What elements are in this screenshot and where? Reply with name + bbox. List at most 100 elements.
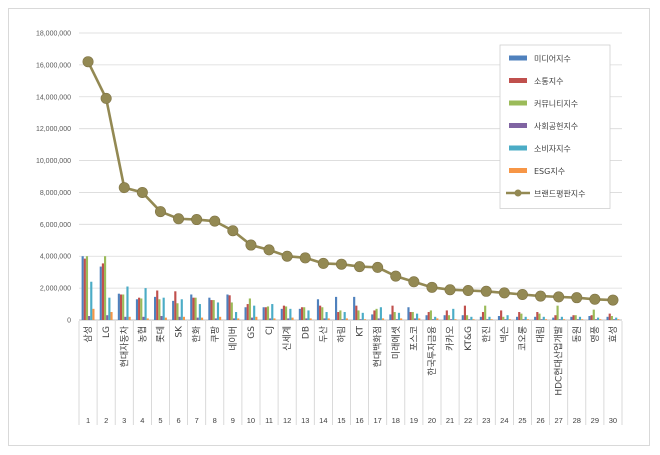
category-label: 동원 [572, 326, 583, 343]
line-marker [553, 291, 565, 303]
line-marker [390, 270, 402, 282]
category-label: 카카오 [445, 326, 456, 351]
bar [176, 303, 179, 320]
bar [463, 305, 466, 320]
line-marker [100, 92, 112, 104]
category-label: 농협 [136, 326, 148, 343]
category-index: 18 [392, 416, 400, 425]
bar [287, 318, 290, 320]
bar [488, 316, 491, 320]
category-index: 7 [195, 416, 199, 425]
bar [361, 312, 364, 320]
bar [180, 299, 183, 320]
bar [612, 319, 616, 320]
bar [552, 317, 555, 320]
bar [162, 297, 165, 320]
category-index: 16 [355, 416, 363, 425]
line-marker [82, 56, 94, 68]
category-label: CJ [265, 326, 275, 335]
bar [391, 305, 394, 320]
bar [289, 308, 292, 320]
bar [104, 256, 107, 320]
bar [198, 304, 201, 320]
category-index: 5 [158, 416, 162, 425]
bar [327, 318, 330, 320]
category-index: 9 [231, 416, 235, 425]
bar [85, 256, 89, 320]
bar [307, 310, 310, 320]
category-label: SK [175, 325, 185, 338]
bar [540, 319, 543, 320]
category-label: 현대자동차 [118, 325, 130, 367]
legend-label: 소통지수 [534, 77, 563, 86]
bar [357, 310, 360, 320]
legend-label: 커뮤니티지수 [534, 99, 578, 109]
bar [269, 318, 272, 320]
bar [534, 316, 537, 320]
category-label: KT [356, 326, 366, 337]
bar [594, 319, 597, 320]
bar [164, 317, 167, 320]
bar [375, 308, 378, 320]
y-tick-label: 10,000,000 [36, 158, 71, 165]
bar [138, 297, 141, 320]
bar [411, 312, 414, 320]
bar [397, 312, 401, 320]
line-marker [354, 261, 366, 273]
bar [192, 297, 195, 320]
bar [119, 294, 123, 320]
category-label: 삼성 [83, 326, 94, 343]
bar [544, 319, 547, 320]
y-axis-ticks: 0 2,000,000 4,000,000 6,000,000 8,000,000 10,… [36, 31, 71, 325]
category-index: 15 [337, 416, 345, 425]
category-label: 대림 [535, 326, 547, 343]
category-label: 네이버 [228, 326, 239, 351]
y-tick-label: 0 [67, 318, 71, 325]
bar [470, 316, 473, 320]
bar [142, 316, 145, 320]
bar [466, 315, 469, 320]
category-index: 2 [104, 416, 108, 425]
bar [196, 317, 199, 320]
bar [339, 310, 342, 320]
bar [588, 316, 591, 320]
category-index: 11 [265, 416, 273, 425]
bar [154, 296, 157, 320]
bar [156, 290, 159, 320]
bar [182, 316, 185, 320]
bar [264, 307, 267, 320]
line-marker [173, 213, 185, 225]
bar [486, 319, 489, 320]
bar [160, 316, 163, 320]
bar [576, 319, 579, 320]
bar [99, 266, 102, 320]
line-marker [281, 250, 293, 262]
bar [425, 315, 428, 320]
bar [250, 317, 254, 320]
line-marker [571, 292, 583, 304]
bar [393, 312, 396, 320]
category-index: 8 [213, 416, 217, 425]
category-index: 29 [591, 416, 599, 425]
legend-swatch [509, 78, 527, 83]
bar [88, 316, 91, 320]
bar [300, 307, 304, 320]
y-tick-label: 2,000,000 [40, 286, 71, 293]
category-label: 신세계 [281, 326, 293, 351]
bar [395, 319, 398, 320]
line-marker [263, 244, 275, 256]
category-label: 효성 [608, 326, 619, 343]
bar [413, 318, 416, 320]
line-marker [191, 214, 203, 226]
legend-marker [514, 189, 522, 197]
bar [140, 298, 143, 320]
category-label: 한진 [481, 326, 492, 343]
category-label: 미래에셋 [391, 326, 402, 359]
bar [516, 316, 519, 320]
bar [355, 305, 358, 320]
bar [81, 256, 84, 320]
bar [536, 312, 539, 320]
bar [158, 299, 161, 320]
bar [210, 300, 213, 320]
